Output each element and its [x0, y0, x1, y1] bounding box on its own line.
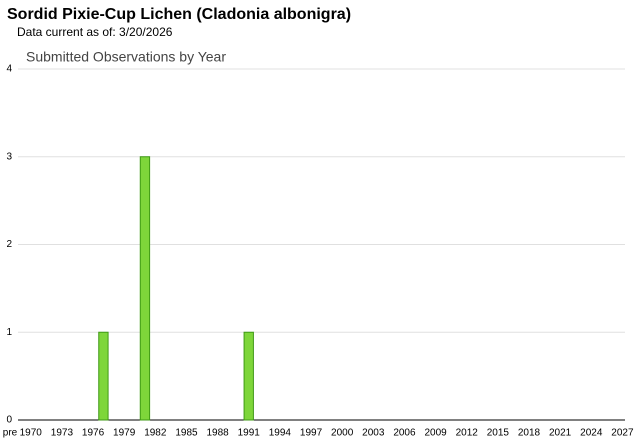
x-tick-label: 1970: [20, 428, 43, 439]
bar: [139, 156, 151, 421]
x-tick-label: 1979: [113, 428, 136, 439]
x-tick-label: 1994: [269, 428, 292, 439]
subtitle: Data current as of: 3/20/2026: [17, 25, 173, 39]
x-tick-label: 1982: [144, 428, 167, 439]
x-tick-label: 2006: [393, 428, 416, 439]
x-tick-label: 2027: [611, 428, 634, 439]
x-tick-label: 1988: [206, 428, 229, 439]
x-tick-label: 2021: [549, 428, 572, 439]
x-tick-label: 2009: [424, 428, 447, 439]
x-tick-label: 2018: [518, 428, 541, 439]
x-tick-label: pre: [3, 428, 18, 439]
y-tick-label: 2: [6, 239, 12, 250]
x-tick-label: 1991: [238, 428, 261, 439]
y-tick-label: 3: [6, 151, 12, 162]
x-tick-label: 2003: [362, 428, 385, 439]
x-tick-label: 1976: [82, 428, 105, 439]
page-title: Sordid Pixie-Cup Lichen (Cladonia alboni…: [7, 6, 351, 23]
chart-title: Submitted Observations by Year: [26, 49, 226, 65]
x-tick-label: 2000: [331, 428, 354, 439]
x-tick-label: 2015: [487, 428, 510, 439]
x-tick-label: 1997: [300, 428, 323, 439]
x-tick-label: 2024: [580, 428, 603, 439]
x-tick-label: 1985: [175, 428, 198, 439]
bar: [98, 331, 109, 421]
x-tick-label: 2012: [456, 428, 479, 439]
bar: [243, 331, 254, 421]
y-tick-label: 1: [6, 327, 12, 338]
y-tick-label: 4: [6, 64, 12, 75]
x-tick-label: 1973: [51, 428, 74, 439]
y-tick-label: 0: [6, 415, 12, 426]
